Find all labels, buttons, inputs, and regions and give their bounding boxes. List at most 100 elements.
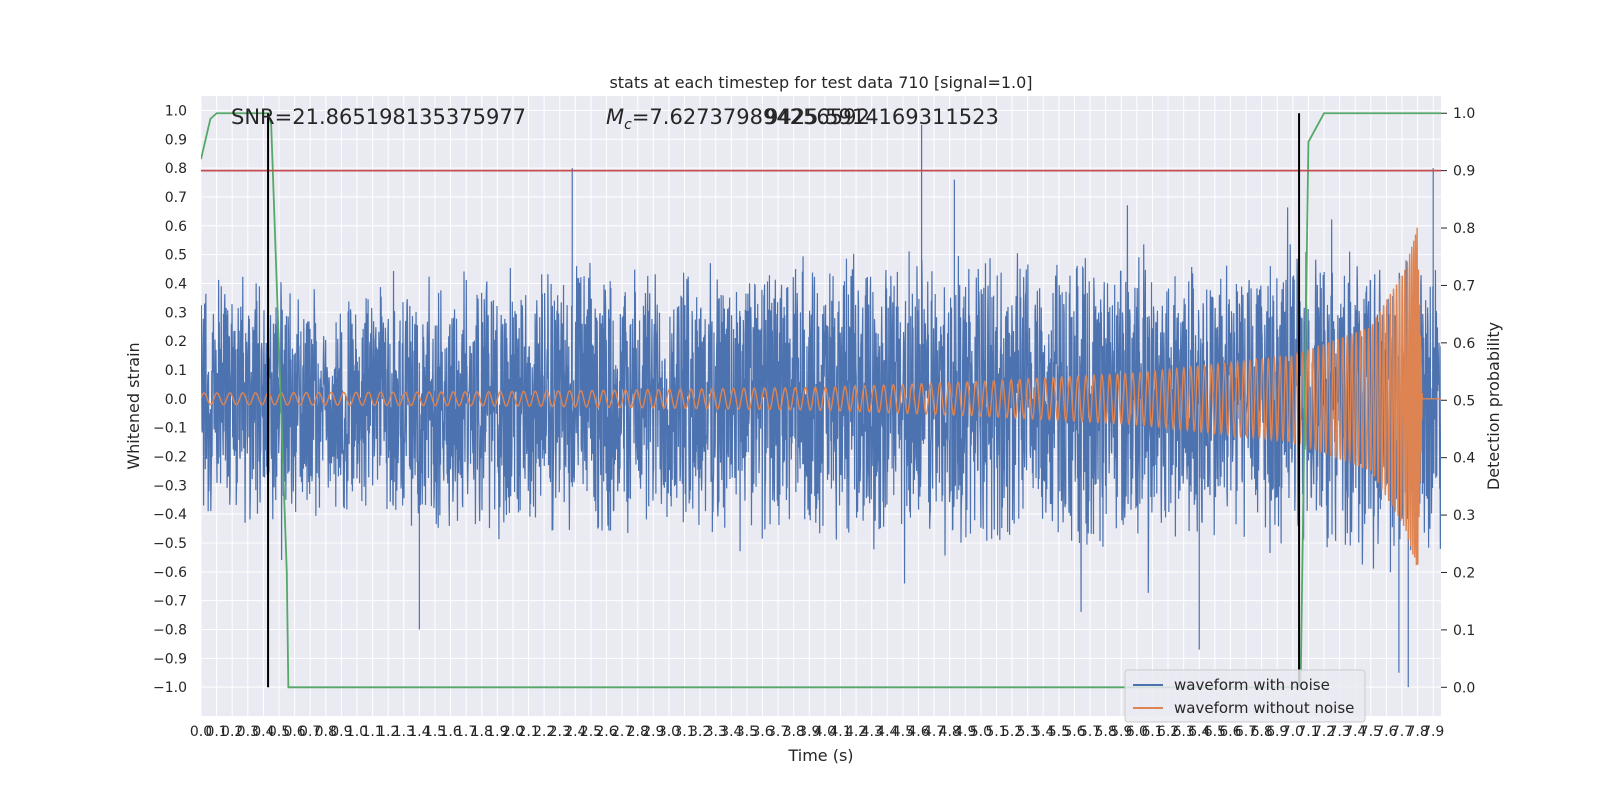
y-tick-label: 0.2 (165, 334, 187, 350)
x-tick-label: 4.9 (954, 724, 976, 740)
x-tick-label: 5.1 (985, 724, 1007, 740)
x-tick-label: 5.8 (1095, 724, 1117, 740)
y-tick-label: −0.7 (153, 594, 187, 610)
x-tick-label: 3.2 (689, 724, 711, 740)
x-tick-label: 5.4 (1032, 724, 1054, 740)
series-line-waveform-with-noise (201, 124, 1441, 688)
x-tick-label: 1.9 (486, 724, 508, 740)
x-tick-label: 5.7 (1079, 724, 1101, 740)
x-tick-label: 6.6 (1219, 724, 1241, 740)
x-tick-label: 6.7 (1235, 724, 1257, 740)
x-tick-label: 4.5 (892, 724, 914, 740)
x-tick-label: 7.1 (1297, 724, 1319, 740)
y-tick-label: 0.7 (165, 190, 187, 206)
x-tick-label: 3.9 (798, 724, 820, 740)
y2-axis-label: Detection probability (1484, 322, 1503, 490)
x-tick-label: 3.7 (767, 724, 789, 740)
legend: waveform with noise waveform without noi… (1124, 669, 1366, 723)
series-line-detection-probability (201, 112, 1441, 689)
x-tick-label: 4.2 (845, 724, 867, 740)
y-tick-label: −0.8 (153, 622, 187, 638)
y-tick-label: 0.0 (165, 392, 187, 408)
x-tick-label: 3.5 (736, 724, 758, 740)
y-ticks: 1.0 0.9 0.8 0.7 0.6 0.5 0.4 0.3 0.2 0.1 0.0 −0.1 −0.… (153, 103, 187, 696)
x-tick-label: 3.1 (673, 724, 695, 740)
y2-tick-label: 0.8 (1453, 221, 1475, 237)
y2-tick-label: 0.3 (1453, 508, 1475, 524)
x-tick-label: 5.6 (1063, 724, 1085, 740)
x-tick-label: 6.5 (1204, 724, 1226, 740)
y-tick-label: −0.5 (153, 536, 187, 552)
chart-title: stats at each timestep for test data 710… (609, 73, 1032, 92)
x-tick-label: 5.9 (1110, 724, 1132, 740)
x-tick-label: 2.0 (502, 724, 524, 740)
y-tick-label: 0.4 (165, 276, 187, 292)
x-tick-label: 7.7 (1391, 724, 1413, 740)
x-tick-label: 2.7 (611, 724, 633, 740)
x-tick-label: 2.3 (549, 724, 571, 740)
y-tick-label: −1.0 (153, 680, 187, 696)
x-tick-label: 2.9 (642, 724, 664, 740)
x-tick-label: 3.3 (705, 724, 727, 740)
x-tick-label: 2.5 (580, 724, 602, 740)
x-tick-label: 4.0 (814, 724, 836, 740)
x-tick-label: 0.1 (205, 724, 227, 740)
mc-value: =7.627379894256592 (632, 105, 870, 129)
y-tick-label: −0.2 (153, 449, 187, 465)
x-tick-label: 1.5 (424, 724, 446, 740)
x-ticks: 0.00.10.20.30.40.50.60.70.80.91.01.11.21… (190, 724, 1444, 740)
y2-tick-label: 0.9 (1453, 164, 1475, 180)
x-tick-label: 1.2 (377, 724, 399, 740)
x-tick-label: 0.4 (252, 724, 274, 740)
y2-tick-label: 0.4 (1453, 451, 1475, 467)
x-tick-label: 7.5 (1360, 724, 1382, 740)
x-tick-label: 4.8 (939, 724, 961, 740)
x-tick-label: 6.4 (1188, 724, 1210, 740)
series-layer (201, 112, 1441, 689)
y2-tick-label: 0.5 (1453, 393, 1475, 409)
x-tick-label: 2.1 (517, 724, 539, 740)
x-tick-label: 0.7 (299, 724, 321, 740)
y-tick-label: −0.6 (153, 565, 187, 581)
x-tick-label: 0.9 (330, 724, 352, 740)
y2-tick-label: 0.6 (1453, 336, 1475, 352)
x-tick-label: 7.0 (1282, 724, 1304, 740)
y-tick-label: 1.0 (165, 103, 187, 119)
snr-annotation: SNR=21.865198135375977 (231, 105, 526, 129)
x-tick-label: 1.3 (393, 724, 415, 740)
x-tick-label: 7.3 (1328, 724, 1350, 740)
x-tick-label: 7.9 (1422, 724, 1444, 740)
x-tick-label: 7.2 (1313, 724, 1335, 740)
y-tick-label: 0.8 (165, 161, 187, 177)
x-tick-label: 2.6 (595, 724, 617, 740)
x-tick-label: 5.5 (1048, 724, 1070, 740)
x-tick-label: 4.4 (876, 724, 898, 740)
x-tick-label: 6.8 (1250, 724, 1272, 740)
y-tick-label: −0.3 (153, 478, 187, 494)
x-tick-label: 3.4 (720, 724, 742, 740)
y-tick-label: 0.6 (165, 219, 187, 235)
x-tick-label: 2.2 (533, 724, 555, 740)
x-tick-label: 1.1 (361, 724, 383, 740)
x-tick-label: 4.3 (861, 724, 883, 740)
y2-tick-label: 0.7 (1453, 278, 1475, 294)
y-tick-label: −0.9 (153, 651, 187, 667)
y-tick-label: 0.3 (165, 305, 187, 321)
x-tick-label: 0.2 (221, 724, 243, 740)
x-axis-label: Time (s) (787, 746, 853, 765)
y2-tick-label: 1.0 (1453, 106, 1475, 122)
x-tick-label: 3.8 (783, 724, 805, 740)
x-tick-label: 4.1 (829, 724, 851, 740)
x-tick-label: 0.3 (237, 724, 259, 740)
y2-tick-label: 0.0 (1453, 680, 1475, 696)
x-tick-label: 0.5 (268, 724, 290, 740)
x-tick-label: 2.8 (627, 724, 649, 740)
mc-annotation: Mc=7.627379894256592 (606, 105, 870, 133)
x-tick-label: 4.7 (923, 724, 945, 740)
x-tick-label: 1.6 (439, 724, 461, 740)
mc-subscript: c (624, 117, 632, 133)
x-tick-label: 1.7 (455, 724, 477, 740)
x-tick-label: 6.2 (1157, 724, 1179, 740)
y-tick-label: 0.5 (165, 248, 187, 264)
